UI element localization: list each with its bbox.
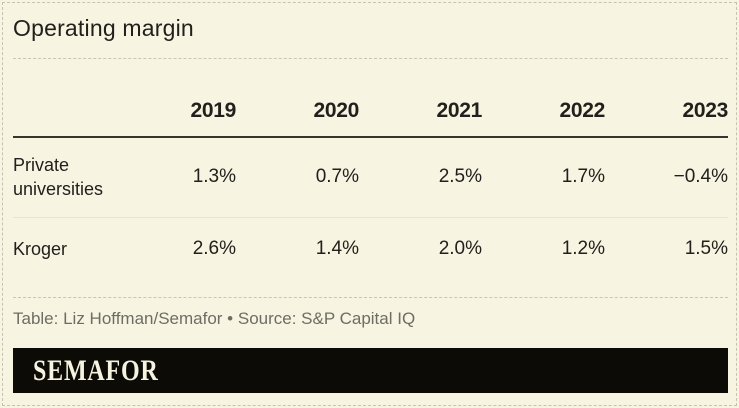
- year-header: 2023: [605, 59, 728, 138]
- cell-value: 1.4%: [236, 217, 359, 283]
- cell-value: 2.6%: [113, 217, 236, 283]
- row-label: Kroger: [13, 217, 113, 283]
- cell-value: 2.5%: [438, 166, 482, 187]
- year-header: 2021: [359, 59, 482, 138]
- year-header: 2022: [482, 59, 605, 138]
- data-table: 2019 2020 2021 2022 2023 Private univers…: [13, 59, 728, 283]
- footer-separator: [13, 297, 728, 298]
- header-row: 2019 2020 2021 2022 2023: [13, 59, 728, 138]
- year-header: 2019: [113, 59, 236, 138]
- semafor-logo: SEMAFOR: [33, 353, 159, 387]
- source-credit: Table: Liz Hoffman/Semafor • Source: S&P…: [13, 309, 416, 328]
- cell-value: 1.2%: [482, 217, 605, 283]
- page-title: Operating margin: [13, 15, 194, 41]
- title-separator: [13, 58, 728, 59]
- label-column-header: [13, 59, 113, 138]
- year-header: 2020: [236, 59, 359, 138]
- cell-value: 1.5%: [605, 217, 728, 283]
- table-row: Kroger 2.6% 1.4% 2.0% 1.2% 1.5%: [13, 217, 728, 283]
- semafor-logo-bar: SEMAFOR: [13, 348, 728, 393]
- cell-value: 1.3%: [192, 166, 236, 187]
- cell-value: −0.4%: [673, 166, 728, 187]
- cell-value: 0.7%: [315, 166, 359, 187]
- table-row: Private universities 1.3% 0.7% 2.5% 1.7%…: [13, 137, 728, 218]
- row-label: Private universities: [13, 155, 104, 199]
- cell-value: 1.7%: [561, 166, 605, 187]
- cell-value: 2.0%: [359, 217, 482, 283]
